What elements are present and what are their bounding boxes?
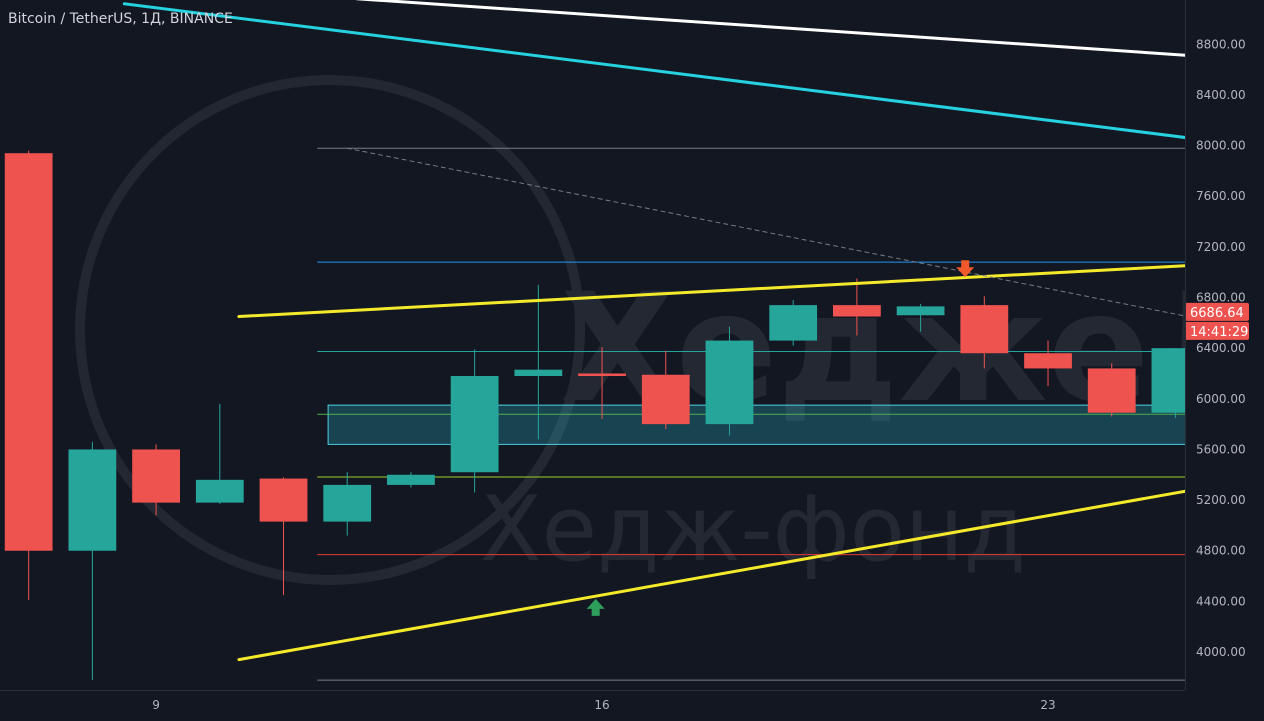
up-arrow-icon: [586, 598, 605, 616]
trend-line-cyan-descending[interactable]: [122, 2, 1264, 408]
fibonacci-retracement[interactable]: 1(7979.09)0.786(7079.98)0.618(6374.14)0.…: [317, 141, 1264, 687]
candle: [514, 284, 563, 440]
candle: [769, 300, 818, 346]
price-axis-border: [1185, 0, 1186, 690]
watermark-text-small: Хедж-фонд: [480, 477, 1026, 582]
candle: [68, 441, 117, 680]
countdown-box: [1185, 321, 1249, 340]
candle-body: [4, 153, 53, 551]
candle-body: [450, 376, 499, 473]
candle: [705, 326, 754, 436]
candle: [960, 296, 1009, 369]
candle: [450, 349, 499, 493]
last-price-text: 6686.64: [1190, 306, 1244, 321]
candle-body: [68, 449, 117, 551]
candle: [896, 303, 945, 332]
price-tick-label: 6800.00: [1196, 291, 1246, 305]
time-tick-label: 23: [1040, 698, 1055, 712]
candle: [387, 472, 435, 488]
down-arrow-icon: [956, 260, 975, 278]
candle-body: [259, 478, 308, 522]
markers-layer: [586, 260, 975, 616]
trend-line-white-resistance[interactable]: [355, 0, 1264, 201]
candle: [132, 444, 180, 516]
price-axis-bg: [1185, 0, 1264, 721]
candle-body: [1087, 368, 1136, 413]
price-tick-label: 8800.00: [1196, 37, 1246, 51]
price-tick-label: 5200.00: [1196, 493, 1246, 507]
candle: [1087, 363, 1136, 417]
candle-body: [769, 305, 818, 341]
last-price-tag: 6686.64 14:41:29: [1185, 302, 1249, 340]
price-tick-label: 4800.00: [1196, 544, 1246, 558]
candle-body: [896, 306, 945, 316]
candle: [578, 346, 626, 420]
candles-layer: [4, 150, 1264, 680]
trend-line-yellow-lower[interactable]: [237, 172, 1264, 662]
candle-body: [195, 479, 244, 503]
candle: [833, 278, 881, 336]
candle-body: [833, 305, 881, 317]
price-tick-label: 7200.00: [1196, 240, 1246, 254]
price-tick-label: 4400.00: [1196, 594, 1246, 608]
candle-body: [705, 340, 754, 425]
candle-body: [960, 305, 1009, 354]
last-price-box: [1185, 302, 1249, 321]
candle: [259, 477, 308, 596]
price-tick-label: 6000.00: [1196, 392, 1246, 406]
candle: [195, 403, 244, 504]
candle: [4, 150, 53, 601]
trend-line-fib-diagonal[interactable]: [346, 147, 1264, 680]
watermark-logo: ХеджеЛ Хедж-фонд: [75, 75, 1264, 585]
price-tick-label: 8400.00: [1196, 88, 1246, 102]
candle-body: [578, 373, 626, 377]
symbol-title: Bitcoin / TetherUS, 1Д, BINANCE: [8, 11, 233, 27]
candle-body: [323, 484, 372, 522]
price-tick-label: 5600.00: [1196, 442, 1246, 456]
candle-body: [387, 474, 435, 485]
time-tick-label: 16: [594, 698, 609, 712]
candle-body: [132, 449, 180, 503]
candle: [1024, 340, 1072, 387]
candle-body: [641, 374, 690, 425]
time-tick-label: 9: [152, 698, 160, 712]
watermark-circle: [75, 75, 585, 585]
time-axis-border: [0, 690, 1185, 691]
candle: [323, 472, 372, 536]
time-axis-bg: [0, 690, 1185, 721]
candle: [641, 350, 690, 430]
countdown-text: 14:41:29: [1190, 325, 1248, 340]
price-tick-label: 7600.00: [1196, 189, 1246, 203]
candle-body: [1024, 353, 1072, 369]
trend-lines-layer[interactable]: [122, 0, 1264, 680]
candle-body: [514, 369, 563, 377]
price-tick-label: 6400.00: [1196, 341, 1246, 355]
price-tick-label: 8000.00: [1196, 139, 1246, 153]
price-tick-label: 4000.00: [1196, 645, 1246, 659]
trend-line-yellow-upper[interactable]: [237, 170, 1264, 319]
price-axis[interactable]: 4000.00 4400.00 4800.00 5200.00 5600.00 6000.…: [1185, 0, 1264, 721]
time-axis[interactable]: 91623Апр6132025: [0, 690, 1264, 721]
